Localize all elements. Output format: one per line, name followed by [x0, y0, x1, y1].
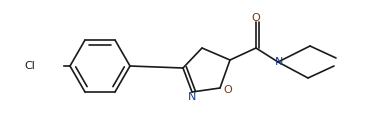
Text: N: N — [275, 57, 283, 67]
Text: N: N — [188, 92, 196, 102]
Text: Cl: Cl — [24, 61, 35, 71]
Text: O: O — [224, 85, 232, 95]
Text: O: O — [252, 13, 260, 23]
